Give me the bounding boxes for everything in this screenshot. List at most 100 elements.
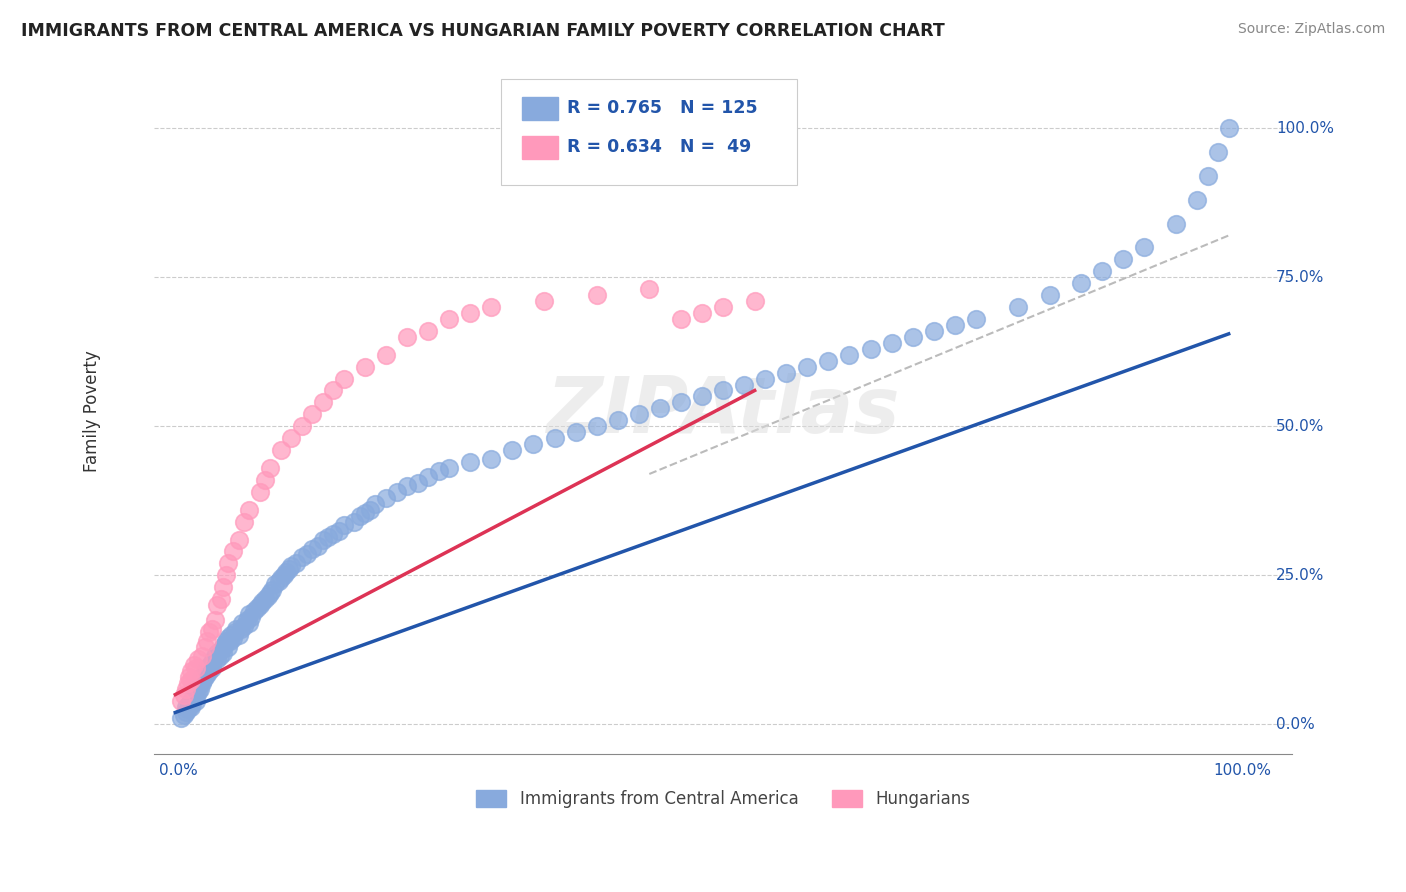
Point: [181, 697, 204, 711]
Point: [187, 679, 209, 693]
Point: [606, 413, 628, 427]
Point: [191, 673, 214, 687]
Point: [177, 675, 200, 690]
Point: [177, 697, 200, 711]
Point: [211, 640, 233, 654]
Point: [187, 652, 209, 666]
Point: [322, 384, 344, 398]
Text: 100.0%: 100.0%: [1213, 764, 1271, 778]
Point: [183, 690, 205, 705]
Point: [201, 655, 224, 669]
Point: [333, 517, 356, 532]
Point: [209, 592, 232, 607]
Point: [690, 306, 713, 320]
Point: [669, 395, 692, 409]
Point: [180, 699, 202, 714]
Point: [437, 312, 460, 326]
Point: [198, 664, 221, 678]
Point: [328, 524, 350, 538]
Point: [669, 312, 692, 326]
Text: 0.0%: 0.0%: [159, 764, 198, 778]
Point: [533, 294, 555, 309]
Point: [1007, 300, 1029, 314]
Point: [217, 640, 239, 654]
Point: [259, 461, 281, 475]
Point: [354, 506, 377, 520]
Point: [253, 592, 276, 607]
Point: [177, 702, 200, 716]
Point: [174, 706, 197, 720]
Point: [186, 661, 208, 675]
Point: [238, 615, 260, 630]
Point: [307, 539, 329, 553]
Point: [207, 652, 229, 666]
Point: [232, 619, 254, 633]
Point: [291, 419, 314, 434]
Point: [501, 443, 523, 458]
Point: [416, 470, 439, 484]
Point: [627, 408, 650, 422]
Point: [194, 640, 217, 654]
Text: Family Poverty: Family Poverty: [83, 351, 101, 472]
Point: [343, 515, 366, 529]
Point: [274, 566, 297, 580]
Point: [204, 613, 226, 627]
Point: [349, 508, 371, 523]
Point: [316, 530, 339, 544]
Point: [775, 366, 797, 380]
Point: [217, 631, 239, 645]
Point: [183, 657, 205, 672]
Point: [174, 699, 197, 714]
Point: [180, 693, 202, 707]
Point: [195, 666, 218, 681]
Point: [585, 419, 607, 434]
Point: [207, 598, 229, 612]
Point: [231, 615, 253, 630]
Point: [364, 497, 387, 511]
Point: [322, 526, 344, 541]
Point: [733, 377, 755, 392]
Point: [375, 348, 398, 362]
Point: [1091, 264, 1114, 278]
Point: [250, 595, 273, 609]
Point: [901, 330, 924, 344]
Text: Source: ZipAtlas.com: Source: ZipAtlas.com: [1237, 22, 1385, 37]
Point: [238, 502, 260, 516]
Point: [236, 613, 259, 627]
Point: [291, 550, 314, 565]
Point: [522, 437, 544, 451]
Point: [243, 604, 266, 618]
Point: [543, 431, 565, 445]
Point: [249, 598, 271, 612]
Text: IMMIGRANTS FROM CENTRAL AMERICA VS HUNGARIAN FAMILY POVERTY CORRELATION CHART: IMMIGRANTS FROM CENTRAL AMERICA VS HUNGA…: [21, 22, 945, 40]
Point: [1039, 288, 1062, 302]
Point: [262, 583, 284, 598]
Point: [312, 395, 335, 409]
Point: [222, 544, 245, 558]
Point: [1185, 193, 1208, 207]
Point: [648, 401, 671, 416]
Point: [416, 324, 439, 338]
Point: [174, 681, 197, 696]
Point: [180, 673, 202, 687]
Point: [169, 711, 191, 725]
Point: [1206, 145, 1229, 159]
Point: [295, 548, 318, 562]
Point: [965, 312, 987, 326]
Point: [186, 681, 208, 696]
Text: 25.0%: 25.0%: [1277, 568, 1324, 582]
Point: [198, 624, 221, 639]
Point: [479, 452, 502, 467]
Point: [215, 568, 238, 582]
Point: [188, 681, 211, 696]
Point: [270, 443, 292, 458]
Point: [333, 371, 356, 385]
Text: 0.0%: 0.0%: [1277, 717, 1315, 732]
Point: [396, 479, 419, 493]
Point: [225, 622, 247, 636]
Point: [754, 371, 776, 385]
Point: [1218, 121, 1240, 136]
Point: [280, 431, 302, 445]
Point: [180, 664, 202, 678]
Point: [204, 648, 226, 663]
